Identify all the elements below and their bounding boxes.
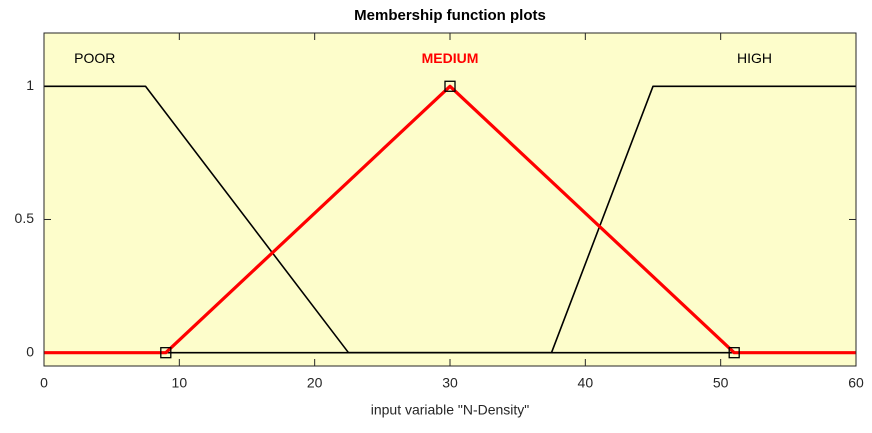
membership-line bbox=[44, 85, 856, 354]
x-tick-label: 20 bbox=[307, 375, 323, 391]
plot-frame bbox=[43, 32, 857, 367]
membership-line bbox=[44, 85, 856, 354]
x-tick-label: 50 bbox=[713, 375, 729, 391]
x-tick-label: 60 bbox=[848, 375, 864, 391]
x-axis-label: input variable "N-Density" bbox=[371, 402, 530, 418]
mf-label: MEDIUM bbox=[422, 50, 479, 66]
vertex-marker bbox=[160, 347, 172, 359]
mf-label: POOR bbox=[74, 50, 115, 66]
vertex-marker bbox=[444, 80, 456, 92]
plot-area bbox=[44, 33, 856, 366]
x-tick-label: 30 bbox=[442, 375, 458, 391]
membership-line bbox=[44, 84, 856, 355]
mf-label: HIGH bbox=[737, 50, 772, 66]
vertex-marker bbox=[728, 347, 740, 359]
x-tick-label: 10 bbox=[172, 375, 188, 391]
y-tick-label: 1 bbox=[26, 77, 34, 93]
y-tick-label: 0 bbox=[26, 343, 34, 359]
chart-title: Membership function plots bbox=[354, 7, 546, 24]
y-tick-label: 0.5 bbox=[15, 210, 35, 226]
x-tick-label: 0 bbox=[40, 375, 48, 391]
x-tick-label: 40 bbox=[578, 375, 594, 391]
